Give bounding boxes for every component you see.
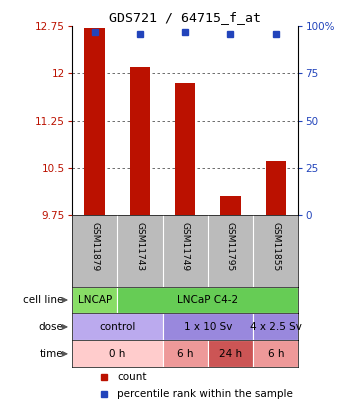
Bar [72, 287, 117, 313]
Text: 4 x 2.5 Sv: 4 x 2.5 Sv [250, 322, 302, 332]
Bar [265, 161, 286, 215]
Text: control: control [99, 322, 135, 332]
Bar [220, 196, 241, 215]
Text: count: count [117, 372, 147, 382]
Bar [72, 340, 163, 367]
Title: GDS721 / 64715_f_at: GDS721 / 64715_f_at [109, 11, 261, 24]
Bar [130, 67, 150, 215]
Text: GSM11743: GSM11743 [135, 222, 144, 272]
Text: 0 h: 0 h [109, 349, 126, 359]
Text: 6 h: 6 h [268, 349, 284, 359]
Bar [208, 340, 253, 367]
Text: percentile rank within the sample: percentile rank within the sample [117, 388, 293, 399]
Bar [163, 313, 253, 340]
Text: GSM11749: GSM11749 [181, 222, 190, 272]
Bar [72, 313, 163, 340]
Text: 6 h: 6 h [177, 349, 193, 359]
Text: 1 x 10 Sv: 1 x 10 Sv [184, 322, 232, 332]
Bar [117, 287, 298, 313]
Bar [175, 83, 196, 215]
Text: LNCaP C4-2: LNCaP C4-2 [177, 295, 238, 305]
Text: dose: dose [38, 322, 63, 332]
Text: cell line: cell line [23, 295, 63, 305]
Bar [253, 340, 298, 367]
Bar [253, 313, 298, 340]
Bar [84, 28, 105, 215]
Text: GSM11795: GSM11795 [226, 222, 235, 272]
Text: 24 h: 24 h [219, 349, 242, 359]
Bar [163, 340, 208, 367]
Text: LNCAP: LNCAP [78, 295, 112, 305]
Text: GSM11879: GSM11879 [90, 222, 99, 272]
Text: time: time [39, 349, 63, 359]
Text: GSM11855: GSM11855 [271, 222, 280, 272]
